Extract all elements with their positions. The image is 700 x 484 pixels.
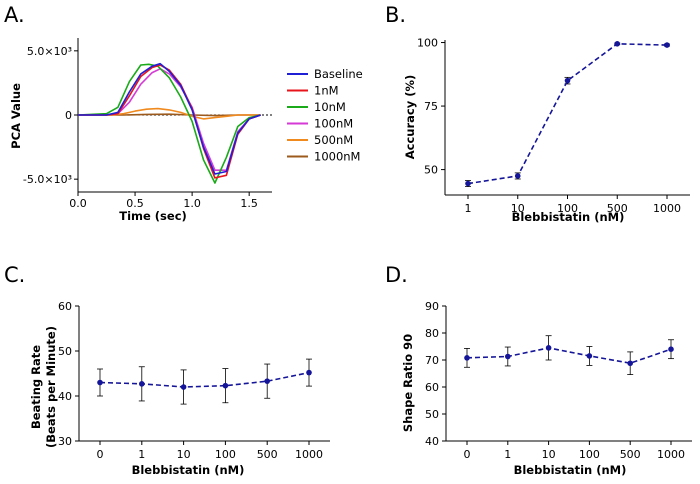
panel-d-data-point: [668, 346, 674, 353]
panel-a-y-label: PCA Value: [9, 83, 23, 149]
series-line-500nm: [78, 107, 261, 120]
panel-b-y-tick-label: 100: [417, 37, 438, 50]
series-line-1nm: [78, 64, 261, 179]
panel-b-letter: B.: [385, 3, 406, 27]
panel-d-y-label: Shape Ratio 90: [401, 334, 415, 432]
panel-d-x-tick-label: 100: [579, 448, 600, 461]
panel-a-y-tick-label: 0: [65, 109, 72, 122]
panel-a-x-tick-label: 1.0: [183, 197, 201, 210]
panel-c-x-tick-label: 1000: [295, 448, 323, 461]
panel-d-y-tick-label: 60: [425, 381, 439, 394]
panel-c-y-tick-label: 50: [58, 345, 72, 358]
legend-label-baseline: Baseline: [314, 67, 363, 81]
panel-d-x-label: Blebbistatin (nM): [514, 463, 627, 477]
panel-d-x-tick-label: 10: [542, 448, 556, 461]
panel-c-y-label-units: (Beats per Minute): [44, 326, 58, 448]
panel-b-plot: 50 75 100 1 10 100 500 1000: [417, 37, 690, 215]
panel-c-series-line: [99, 371, 310, 388]
series-line-baseline: [78, 62, 261, 175]
panel-c-data-point: [97, 379, 103, 386]
panel-a-x-tick-label: 0.5: [126, 197, 144, 210]
panel-a-letter: A.: [4, 3, 25, 27]
panel-b-data-point: [465, 180, 471, 187]
panel-d-y-tick-label: 80: [425, 327, 439, 340]
panel-d-y-tick-label: 40: [425, 435, 439, 448]
panel-c-y-tick-label: 60: [58, 300, 72, 313]
legend-label-500nm: 500nM: [314, 133, 353, 147]
panel-c-x-tick-label: 500: [257, 448, 278, 461]
panel-c-data-point: [306, 369, 312, 376]
panel-d-data-point: [505, 353, 511, 360]
legend-label-1nm: 1nM: [314, 84, 339, 98]
panel-c-x-tick-label: 1: [138, 448, 145, 461]
panel-b-data-point: [664, 42, 670, 48]
panel-c-y-label: Beating Rate: [29, 345, 43, 429]
panel-d-letter: D.: [385, 263, 408, 287]
panel-a-y-tick-label: -5.0×10³: [23, 173, 72, 186]
panel-c-x-tick-label: 100: [215, 448, 236, 461]
panel-b-data-point: [614, 41, 621, 47]
panel-d-x-tick-label: 1000: [657, 448, 685, 461]
panel-b-x-tick-label: 1: [465, 202, 472, 215]
panel-b-data-point: [564, 77, 571, 84]
panel-b-y-tick-label: 50: [424, 164, 438, 177]
panel-d-x-tick-label: 1: [504, 448, 511, 461]
panel-a-plot: 5.0×10³ 0 -5.0×10³ 0.0 0.5 1.0 1.5: [23, 38, 272, 210]
panel-a-legend: Baseline 1nM 10nM 100nM 500nM 1000nM: [287, 67, 363, 164]
panel-a-y-tick-label: 5.0×10³: [27, 45, 72, 58]
panel-b: B. 50 75 100 1 10 100 500 1000 Blebbistatin (nM…: [385, 3, 690, 224]
panel-b-series-line: [467, 42, 668, 185]
panel-c-x-label: Blebbistatin (nM): [132, 463, 245, 477]
panel-c-data-point: [264, 378, 271, 384]
panel-b-y-tick-label: 75: [424, 100, 438, 113]
panel-a-x-tick-label: 1.5: [240, 197, 258, 210]
panel-d-series-line: [466, 347, 672, 365]
panel-d-data-point: [464, 355, 470, 361]
legend-label-100nm: 100nM: [314, 117, 353, 131]
panel-b-x-tick-label: 500: [607, 202, 628, 215]
panel-b-x-tick-label: 10: [511, 202, 525, 215]
panel-d: D. 40 50 60 70 80 90 0 1 10 100 500 1000 Blebbistat…: [385, 263, 692, 477]
panel-b-y-label: Accuracy (%): [403, 75, 417, 160]
panel-d-y-tick-label: 50: [425, 408, 439, 421]
panel-d-x-tick-label: 500: [620, 448, 641, 461]
panel-b-x-tick-label: 100: [557, 202, 578, 215]
panel-c-data-point: [180, 384, 187, 390]
series-line-10nm: [77, 63, 261, 184]
legend-label-10nm: 10nM: [314, 100, 346, 114]
panel-b-x-tick-label: 1000: [653, 202, 681, 215]
panel-d-y-tick-label: 70: [425, 354, 439, 367]
panel-c: C. 30 40 50 60 0 1 10 100 500 1000 Blebbistatin (…: [4, 263, 330, 477]
panel-d-y-tick-label: 90: [425, 300, 439, 313]
panel-d-x-tick-label: 0: [464, 448, 471, 461]
panel-c-plot: 30 40 50 60 0 1 10 100 500 1000: [58, 300, 330, 461]
panel-a-x-label: Time (sec): [119, 209, 187, 223]
panel-b-x-label: Blebbistatin (nM): [512, 210, 625, 224]
panel-c-x-tick-label: 0: [97, 448, 104, 461]
panel-c-letter: C.: [4, 263, 25, 287]
legend-label-1000nm: 1000nM: [314, 150, 360, 164]
panel-c-data-point: [222, 382, 229, 389]
panel-b-data-point: [514, 173, 521, 179]
panel-a-x-tick-label: 0.0: [69, 197, 87, 210]
panel-d-data-point: [545, 345, 552, 351]
panel-d-plot: 40 50 60 70 80 90 0 1 10 100 500 1000: [425, 300, 692, 461]
panel-d-data-point: [627, 360, 633, 367]
panel-a: A. 5.0×10³ 0 -5.0×10³ 0.0 0.5 1.0 1.5 Time (se…: [4, 3, 363, 223]
panel-c-data-point: [139, 381, 145, 387]
panel-d-data-point: [586, 353, 593, 359]
panel-c-y-tick-label: 30: [58, 435, 72, 448]
series-line-100nm: [78, 68, 261, 171]
panel-c-y-tick-label: 40: [58, 390, 72, 403]
panel-c-x-tick-label: 10: [177, 448, 191, 461]
